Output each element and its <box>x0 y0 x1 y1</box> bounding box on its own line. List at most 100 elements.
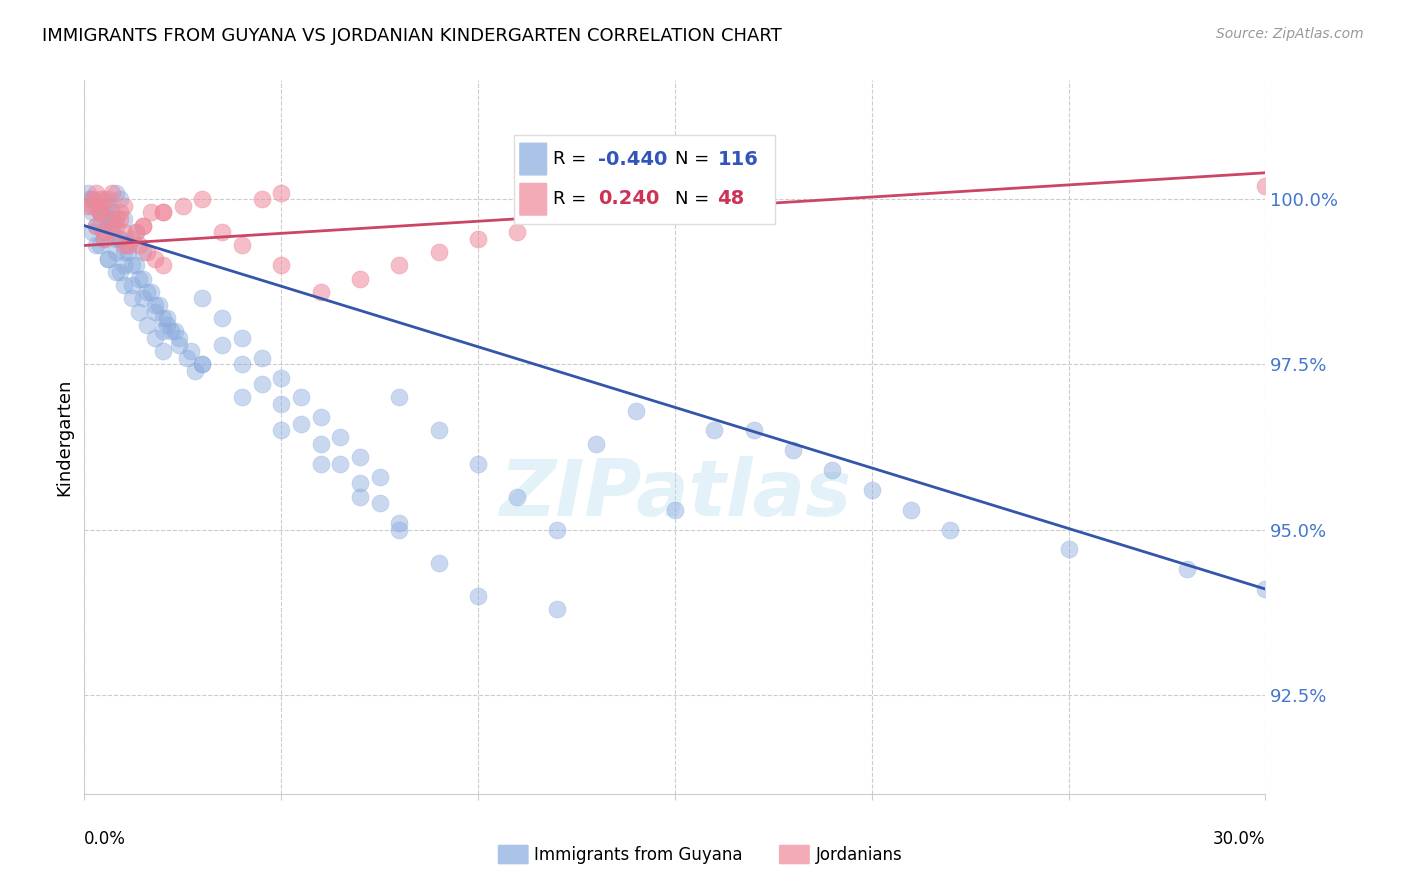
Point <box>152 344 174 359</box>
Point <box>585 436 607 450</box>
Point <box>93 232 115 246</box>
Point <box>82 205 104 219</box>
Point <box>124 258 146 272</box>
Point <box>270 397 292 411</box>
Point <box>97 199 120 213</box>
Point <box>93 225 115 239</box>
Point <box>349 476 371 491</box>
Point <box>742 424 765 438</box>
Point <box>104 232 127 246</box>
Text: 48: 48 <box>717 189 745 209</box>
Point <box>703 424 725 438</box>
Point <box>211 337 233 351</box>
Point <box>104 245 127 260</box>
Point <box>124 225 146 239</box>
Point <box>121 278 143 293</box>
Point <box>132 271 155 285</box>
Point <box>141 205 163 219</box>
Point <box>388 523 411 537</box>
Point <box>1175 562 1198 576</box>
Point <box>82 225 104 239</box>
Point <box>191 358 214 372</box>
Point <box>664 502 686 516</box>
Point <box>93 232 115 246</box>
Point <box>97 219 120 233</box>
Point <box>101 205 124 219</box>
Text: R =: R = <box>553 190 598 208</box>
Point <box>136 245 159 260</box>
Point <box>104 219 127 233</box>
Point <box>141 285 163 299</box>
Point <box>329 430 352 444</box>
Point <box>132 219 155 233</box>
Point <box>112 199 135 213</box>
Point <box>152 205 174 219</box>
Point <box>84 219 107 233</box>
Point <box>156 311 179 326</box>
Point <box>124 225 146 239</box>
Point <box>97 192 120 206</box>
Point <box>467 232 489 246</box>
Point <box>84 219 107 233</box>
Point <box>427 556 450 570</box>
Point <box>112 212 135 227</box>
Point <box>143 304 166 318</box>
Point <box>84 199 107 213</box>
Point <box>82 199 104 213</box>
Point <box>467 589 489 603</box>
Point <box>101 225 124 239</box>
Point <box>108 265 131 279</box>
Point <box>180 344 202 359</box>
Point <box>77 199 100 213</box>
Point <box>250 192 273 206</box>
Point <box>121 291 143 305</box>
Point <box>152 205 174 219</box>
Point <box>89 205 111 219</box>
Point <box>231 238 253 252</box>
Point <box>191 291 214 305</box>
Point <box>132 245 155 260</box>
Point <box>93 199 115 213</box>
Point <box>82 192 104 206</box>
Point <box>290 417 312 431</box>
Text: ZIPatlas: ZIPatlas <box>499 456 851 533</box>
Point <box>860 483 883 497</box>
Text: N =: N = <box>675 150 716 168</box>
Point <box>1254 582 1277 596</box>
Point <box>231 391 253 405</box>
Point <box>309 410 332 425</box>
Point <box>163 324 186 338</box>
Point <box>183 364 205 378</box>
Point <box>84 186 107 200</box>
Point <box>270 424 292 438</box>
Point <box>112 225 135 239</box>
Point <box>104 265 127 279</box>
Point <box>156 318 179 332</box>
Point <box>84 238 107 252</box>
Point <box>309 457 332 471</box>
Point <box>939 523 962 537</box>
Point <box>77 192 100 206</box>
Point <box>143 298 166 312</box>
Point <box>782 443 804 458</box>
Point <box>143 252 166 266</box>
Point <box>93 225 115 239</box>
Text: Immigrants from Guyana: Immigrants from Guyana <box>534 846 742 863</box>
Point <box>368 469 391 483</box>
Point <box>132 291 155 305</box>
Point <box>349 450 371 464</box>
Point <box>112 258 135 272</box>
Text: Source: ZipAtlas.com: Source: ZipAtlas.com <box>1216 27 1364 41</box>
Point <box>900 502 922 516</box>
Point <box>97 252 120 266</box>
Point <box>191 358 214 372</box>
Point <box>231 331 253 345</box>
Point <box>89 238 111 252</box>
Point <box>546 602 568 616</box>
Text: -0.440: -0.440 <box>598 150 668 169</box>
Point <box>329 457 352 471</box>
Point <box>112 245 135 260</box>
Point <box>117 238 139 252</box>
Point <box>167 331 190 345</box>
Point <box>117 238 139 252</box>
